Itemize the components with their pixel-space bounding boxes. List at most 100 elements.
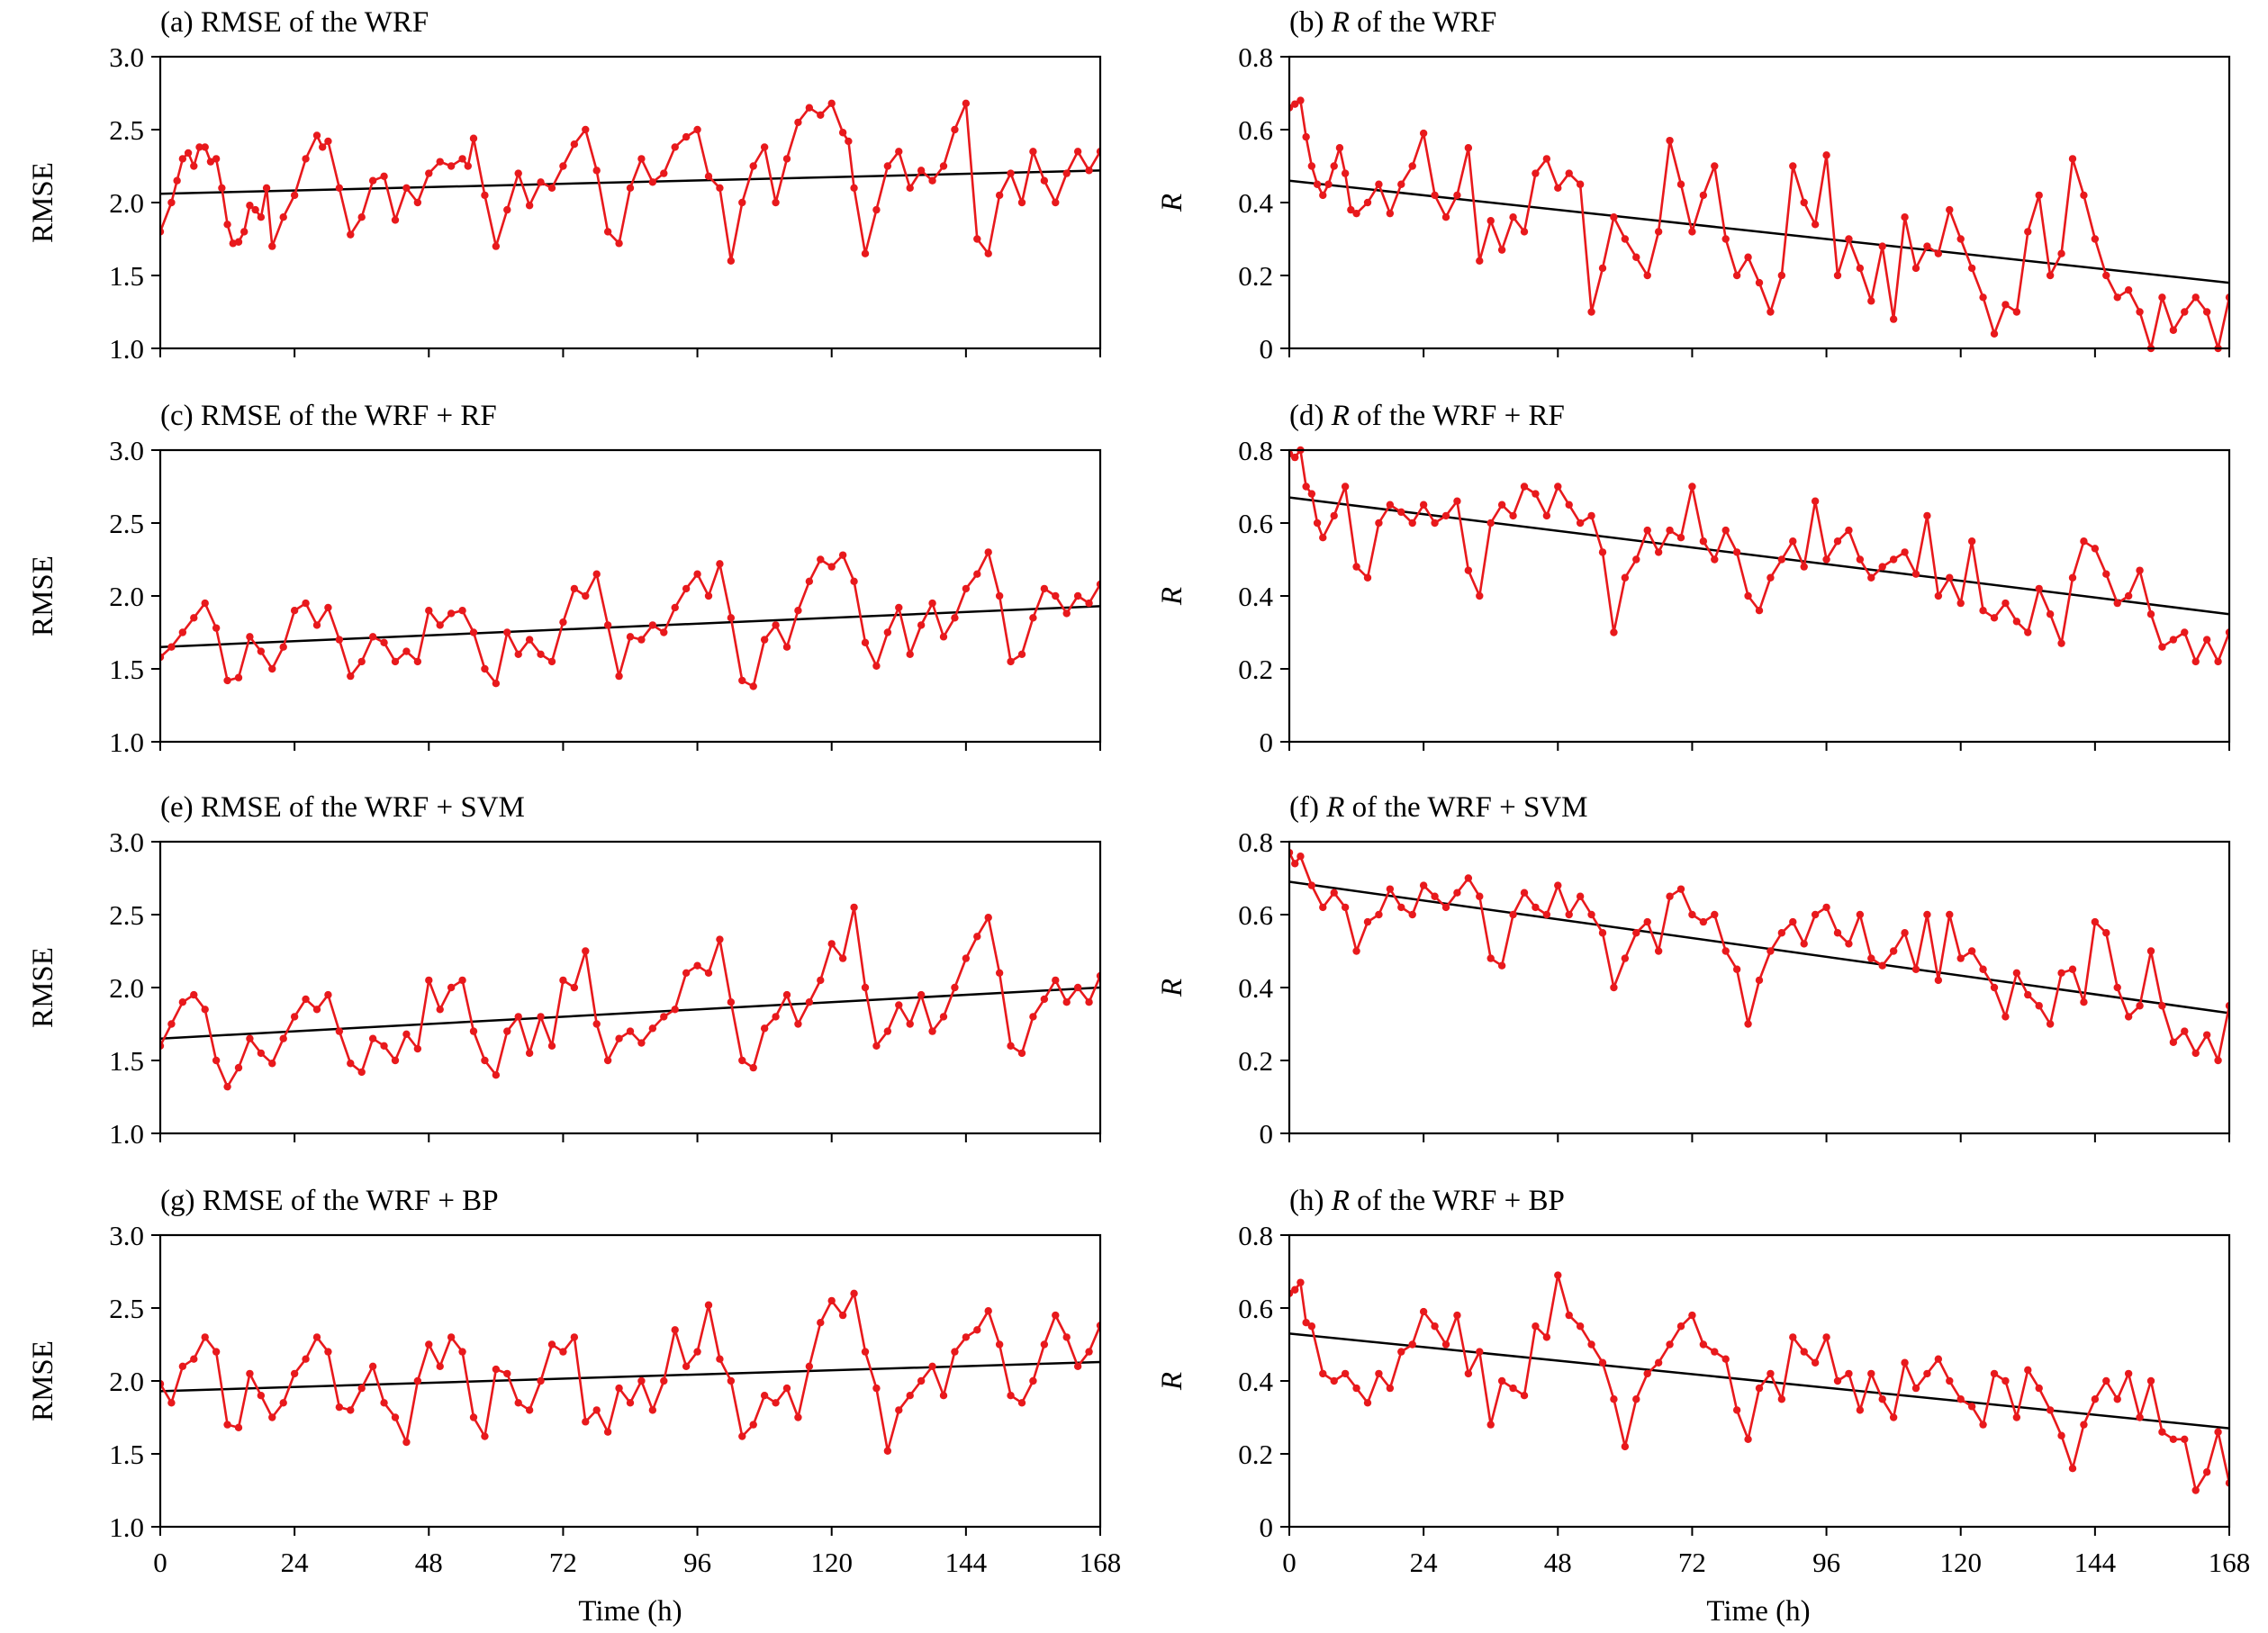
panel-a-data-point: [716, 184, 724, 192]
panel-a-data-point: [704, 172, 713, 181]
panel-a-data-point: [279, 213, 287, 221]
x-axis-title-right: Time (h): [1706, 1595, 1810, 1628]
panel-e-data-point: [637, 1039, 646, 1047]
panel-f-data-point: [1441, 903, 1450, 912]
panel-a-data-point: [570, 140, 579, 149]
panel-e-data-point: [817, 976, 825, 985]
panel-c-data-point: [592, 570, 601, 578]
panel-f-data-point: [1307, 881, 1316, 889]
panel-e: (e) RMSE of the WRF + SVM RMSE 1.0 1.5 2.0 2.…: [27, 791, 1102, 1150]
panel-f-data-point: [1386, 885, 1395, 893]
panel-h-data-point: [1711, 1348, 1719, 1356]
panel-a-trend-line: [160, 169, 1100, 195]
panel-f-data-point: [2057, 969, 2065, 978]
panel-e-data-point: [906, 1020, 914, 1028]
panel-f-data-point: [2146, 947, 2155, 955]
panel-b-data-point: [1319, 191, 1327, 200]
panel-d-data-point: [1654, 548, 1663, 556]
panel-e-data-point: [402, 1030, 411, 1039]
panel-b-y-tick-label: 0.6: [1238, 114, 1273, 146]
panel-b-data-point: [1990, 329, 1999, 338]
panel-e-data-point: [312, 1006, 321, 1014]
panel-g-title-prefix: (g): [160, 1185, 203, 1217]
panel-c-data-point: [951, 614, 959, 622]
panel-h-trend-line: [1289, 1332, 2229, 1430]
panel-d-data-point: [1878, 563, 1886, 571]
panel-a-data-point: [391, 216, 400, 224]
panel-g-data-point: [995, 1340, 1004, 1349]
panel-a-data-point: [218, 184, 226, 192]
panel-f-data-point: [1744, 1020, 1752, 1028]
panel-d-y-tick-label: 0.8: [1238, 435, 1273, 466]
panel-g-data-point: [805, 1362, 814, 1371]
panel-d-data-point: [1990, 614, 1999, 622]
panel-h-x-tick-label: 168: [2209, 1547, 2251, 1578]
panel-a-data-point: [268, 242, 276, 250]
panel-d-data-point: [1946, 573, 1954, 582]
panel-b-data-point: [1313, 180, 1322, 188]
panel-g-data-point: [257, 1392, 266, 1400]
panel-d-data-point: [1688, 483, 1696, 491]
panel-b-data-point: [2024, 228, 2032, 236]
panel-g-series-line: [160, 1292, 1100, 1453]
panel-d-data-point: [1777, 555, 1786, 564]
panel-a-data-point: [173, 176, 181, 185]
panel-g-data-point: [570, 1333, 579, 1341]
panel-h-data-point: [1990, 1369, 1999, 1378]
panel-f-data-point: [1699, 917, 1708, 926]
panel-c-data-point: [582, 591, 590, 600]
panel-g-data-point: [738, 1432, 746, 1440]
panel-a-title-prefix: (a): [160, 6, 201, 39]
panel-a-data-point: [319, 143, 327, 151]
panel-h-data-point: [2136, 1413, 2144, 1421]
panel-f-data-point: [1901, 929, 1909, 937]
panel-d-data-point: [2146, 610, 2155, 618]
panel-d-data-point: [1441, 511, 1450, 520]
panel-a-data-point: [838, 129, 847, 137]
panel-a-data-point: [817, 111, 825, 119]
panel-e-data-point: [895, 1001, 903, 1009]
panel-f-data-point: [1464, 874, 1473, 882]
panel-e-frame: [158, 840, 1102, 1135]
panel-b-data-point: [1979, 293, 1987, 302]
panel-g-data-point: [312, 1333, 321, 1341]
panel-b-data-point: [1632, 253, 1640, 261]
panel-b-data-point: [1967, 264, 1976, 273]
panel-b-y-tick-label: 0.4: [1238, 187, 1273, 219]
panel-d-data-point: [1497, 501, 1506, 509]
panel-c-data-point: [469, 628, 478, 636]
panel-a-data-point: [749, 162, 757, 170]
panel-h-data-point: [1319, 1369, 1327, 1378]
panel-h-title: (h) R of the WRF + BP: [1289, 1185, 1565, 1217]
panel-h-data-point: [2158, 1428, 2166, 1436]
panel-c-data-point: [458, 607, 466, 615]
panel-h-data-point: [2102, 1376, 2110, 1385]
panel-a-data-point: [195, 143, 203, 151]
panel-e-data-point: [951, 983, 959, 992]
panel-a-y-axis-label: RMSE: [27, 162, 59, 243]
panel-f-data-point: [1923, 910, 1931, 919]
panel-d-data-point: [2169, 636, 2178, 644]
panel-a-data: [160, 99, 1100, 265]
panel-h-data: [1289, 1271, 2229, 1494]
panel-c-data-point: [525, 636, 534, 644]
panel-f-data-point: [2012, 969, 2021, 978]
panel-c-data-point: [883, 628, 892, 636]
panel-f-data-point: [1956, 954, 1965, 962]
panel-d-data-point: [1302, 483, 1310, 491]
panel-f-data-point: [1363, 917, 1372, 926]
panel-a-data-point: [1007, 169, 1015, 177]
panel-d-data-point: [1956, 599, 1965, 608]
panel-d-data-point: [2214, 657, 2222, 666]
panel-e-data-point: [503, 1027, 511, 1035]
panel-a-data-point: [190, 162, 198, 170]
panel-h-data-point: [1946, 1376, 1954, 1385]
panel-b-data-point: [1554, 184, 1562, 192]
panel-f-data-point: [2191, 1049, 2200, 1058]
panel-e-data-point: [537, 1013, 545, 1021]
panel-h-data-point: [1532, 1322, 1540, 1331]
panel-g-data-point: [1062, 1333, 1071, 1341]
panel-c-data-point: [1040, 584, 1049, 593]
panel-d-data-point: [2057, 639, 2065, 647]
